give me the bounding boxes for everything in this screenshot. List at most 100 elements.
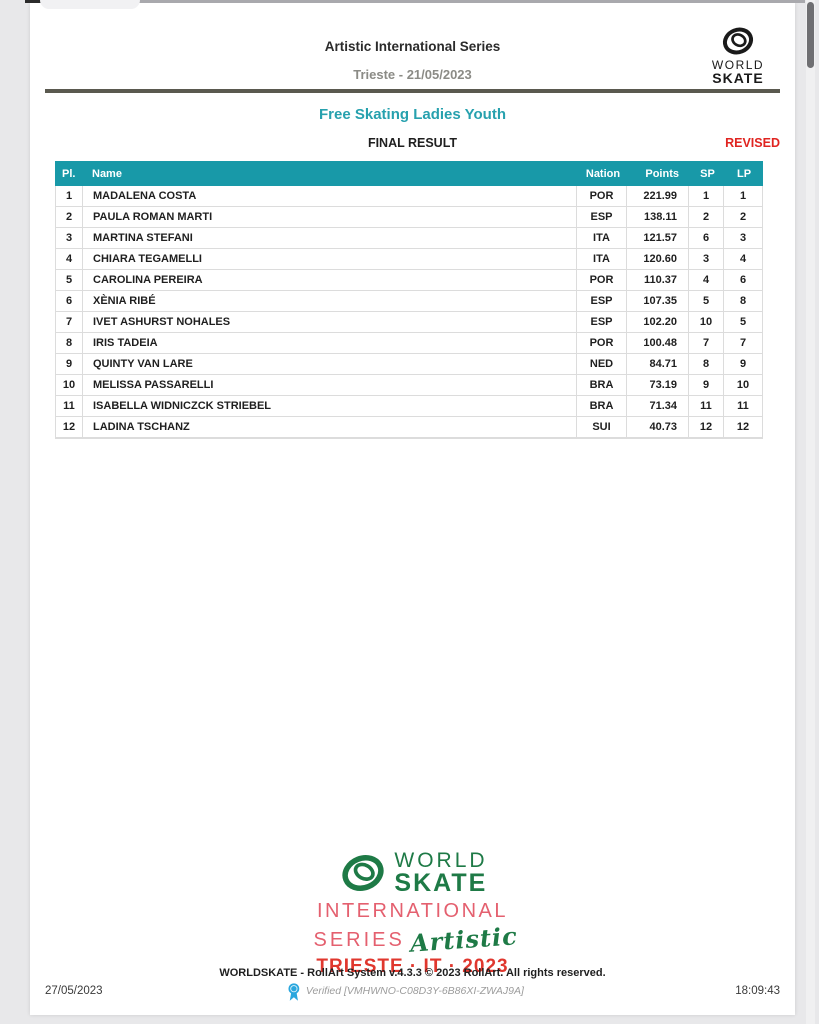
results-table-header: Pl. Name Nation Points SP LP [55,161,763,186]
verified-badge-icon [287,983,299,1001]
scrollbar[interactable] [806,0,815,1024]
cell-place: 4 [56,249,83,269]
cell-sp: 12 [689,417,724,437]
viewer-top-bar [25,0,805,3]
table-row: 12 LADINA TSCHANZ SUI 40.73 12 12 [56,417,762,438]
cell-lp: 8 [739,295,747,307]
cell-nation: BRA [577,396,627,416]
world-skate-swirl-green-icon [342,855,385,891]
cell-nation: POR [577,186,627,206]
table-row: 8 IRIS TADEIA POR 100.48 7 7 [56,333,762,354]
document-page: Artistic International Series Trieste - … [30,3,795,1015]
cell-lp: 3 [739,232,747,244]
cell-lp: 10 [736,379,750,391]
cell-points: 40.73 [627,417,689,437]
cell-place: 3 [56,228,83,248]
cell-sp: 2 [689,207,724,227]
cell-lp: 5 [739,316,747,328]
cell-points: 121.57 [627,228,689,248]
footer-logo-series: SERIES [313,929,405,951]
cell-points: 110.37 [627,270,689,290]
footer-logo-international: INTERNATIONAL [316,900,509,922]
cell-points: 100.48 [627,333,689,353]
series-title: Artistic International Series [324,39,501,54]
table-row: 7 IVET ASHURST NOHALES ESP 102.20 10 5 [56,312,762,333]
world-skate-swirl-icon [722,27,754,55]
cell-lp: 4 [739,253,747,265]
header-points: Points [645,167,679,180]
cell-sp: 4 [689,270,724,290]
cell-nation: BRA [577,375,627,395]
cell-place: 8 [56,333,83,353]
footer-logo-event: TRIESTE · IT · 2023 [316,956,509,977]
cell-name: IVET ASHURST NOHALES [83,312,577,332]
cell-name: ISABELLA WIDNICZCK STRIEBEL [83,396,577,416]
logo-word-skate: SKATE [712,70,764,86]
cell-nation: SUI [577,417,627,437]
cell-nation: ESP [577,312,627,332]
table-row: 6 XÈNIA RIBÉ ESP 107.35 5 8 [56,291,762,312]
header-lp: LP [736,167,752,180]
header-place: Pl. [62,167,76,180]
table-row: 10 MELISSA PASSARELLI BRA 73.19 9 10 [56,375,762,396]
footer-logo-artistic: Artistic [408,921,519,958]
footer-time: 18:09:43 [735,985,780,997]
revised-badge: REVISED [725,136,780,150]
footer-logo-skate: SKATE [394,869,488,897]
cell-place: 10 [56,375,83,395]
world-skate-logo: WORLD SKATE [707,25,769,85]
cell-points: 120.60 [627,249,689,269]
cell-name: PAULA ROMAN MARTI [83,207,577,227]
cell-lp: 7 [739,337,747,349]
scrollbar-thumb[interactable] [807,2,814,68]
table-row: 4 CHIARA TEGAMELLI ITA 120.60 3 4 [56,249,762,270]
cell-place: 12 [56,417,83,437]
cell-place: 9 [56,354,83,374]
cell-points: 107.35 [627,291,689,311]
cell-points: 73.19 [627,375,689,395]
cell-name: CHIARA TEGAMELLI [83,249,577,269]
cell-name: LADINA TSCHANZ [83,417,577,437]
viewer-top-tab [40,0,140,9]
cell-name: IRIS TADEIA [83,333,577,353]
table-row: 1 MADALENA COSTA POR 221.99 1 1 [56,186,762,207]
result-heading-row: FINAL RESULT REVISED [30,136,795,152]
logo-word-world: WORLD [711,58,765,72]
cell-name: QUINTY VAN LARE [83,354,577,374]
cell-lp: 12 [736,421,750,433]
table-row: 11 ISABELLA WIDNICZCK STRIEBEL BRA 71.34… [56,396,762,417]
results-table-body: 1 MADALENA COSTA POR 221.99 1 1 2 PAULA … [55,186,763,439]
results-table: Pl. Name Nation Points SP LP 1 MADALENA … [55,161,763,439]
cell-sp: 11 [689,396,724,416]
cell-nation: POR [577,333,627,353]
cell-place: 7 [56,312,83,332]
cell-place: 11 [56,396,83,416]
cell-nation: POR [577,270,627,290]
final-result-label: FINAL RESULT [367,136,458,150]
header-divider [45,89,780,93]
cell-nation: ITA [577,249,627,269]
cell-sp: 3 [689,249,724,269]
cell-name: CAROLINA PEREIRA [83,270,577,290]
cell-sp: 8 [689,354,724,374]
verified-row: Verified [VMHWNO-C08D3Y-6B86XI-ZWAJ9A] [287,983,524,1002]
cell-name: MADALENA COSTA [83,186,577,206]
cell-points: 102.20 [627,312,689,332]
cell-points: 71.34 [627,396,689,416]
location-date: Trieste - 21/05/2023 [353,67,472,82]
event-title: Free Skating Ladies Youth [319,106,506,123]
cell-lp: 6 [739,274,747,286]
cell-place: 2 [56,207,83,227]
cell-place: 6 [56,291,83,311]
copyright-line: WORLDSKATE - RollArt System v.4.3.3 © 20… [219,967,606,979]
table-row: 2 PAULA ROMAN MARTI ESP 138.11 2 2 [56,207,762,228]
cell-lp: 11 [737,400,749,412]
footer-logo-world: WORLD [394,849,488,872]
cell-place: 1 [56,186,83,206]
cell-points: 221.99 [627,186,689,206]
footer-date: 27/05/2023 [45,985,103,997]
cell-nation: ITA [577,228,627,248]
cell-nation: ESP [577,291,627,311]
header-nation: Nation [585,167,621,180]
header-sp: SP [700,167,715,180]
